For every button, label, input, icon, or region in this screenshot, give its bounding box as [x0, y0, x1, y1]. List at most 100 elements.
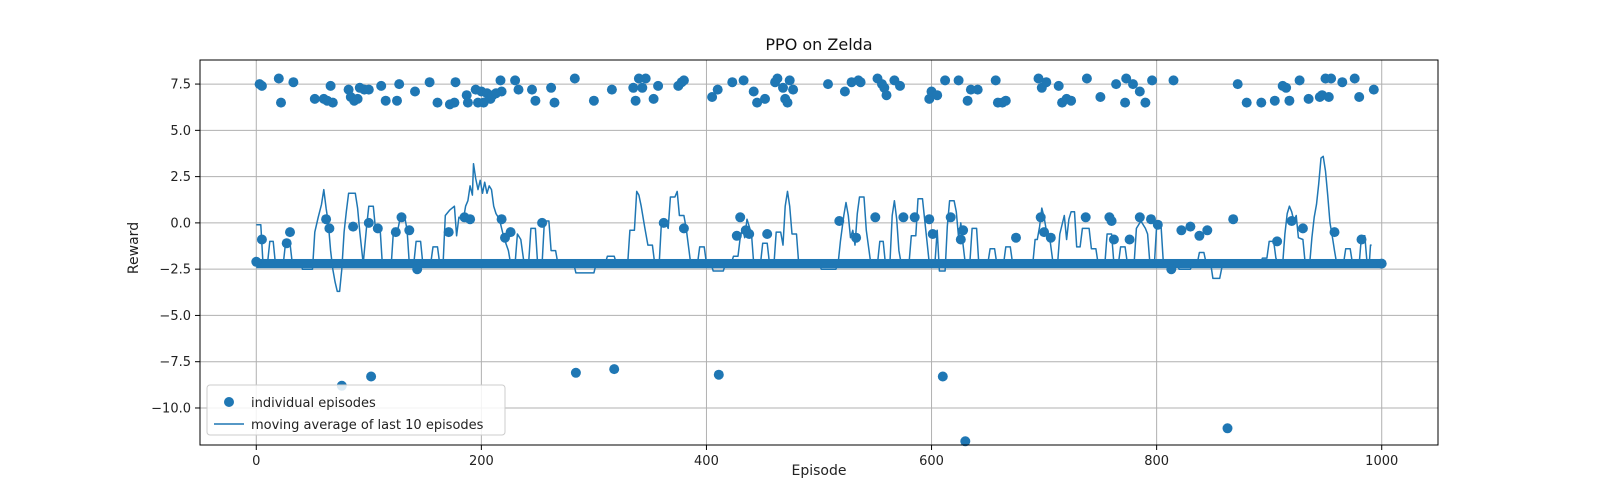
episode-point	[1228, 214, 1239, 225]
episode-point	[1185, 221, 1196, 232]
episode-point	[707, 92, 718, 102]
episode-point	[527, 84, 537, 95]
episode-point	[443, 227, 454, 238]
episode-point	[256, 234, 267, 245]
x-tick-label: 0	[252, 454, 260, 469]
episode-point	[366, 371, 377, 382]
episode-point	[972, 84, 983, 95]
episode-point	[870, 212, 881, 223]
episode-point	[324, 223, 335, 234]
episode-point	[678, 223, 689, 234]
episode-point	[285, 227, 295, 238]
episode-point	[404, 225, 415, 236]
episode-point	[1152, 219, 1163, 230]
episode-point	[1297, 223, 1308, 234]
episode-point	[1128, 79, 1138, 90]
y-tick-label: 2.5	[170, 170, 191, 185]
x-tick-label: 800	[1144, 454, 1169, 469]
x-tick-label: 400	[694, 454, 719, 469]
episode-point	[537, 217, 548, 228]
episode-point	[372, 223, 383, 234]
episode-point	[273, 73, 284, 84]
episode-point	[549, 97, 560, 108]
episode-point	[1011, 232, 1021, 243]
episode-point	[962, 95, 973, 106]
episode-point	[851, 232, 862, 243]
episode-point	[449, 97, 460, 108]
y-tick-label: −10.0	[151, 401, 191, 416]
episode-point	[1222, 423, 1233, 434]
episode-point	[1000, 95, 1011, 106]
episode-point	[782, 97, 793, 108]
episode-point	[932, 90, 943, 101]
y-axis-label: Reward	[126, 222, 142, 274]
episode-point	[505, 227, 516, 238]
episode-point	[510, 75, 521, 86]
episode-point	[1368, 84, 1379, 95]
episode-point	[881, 90, 892, 101]
episode-point	[640, 73, 651, 84]
chart-title: PPO on Zelda	[765, 35, 872, 54]
episode-point	[648, 93, 659, 104]
episode-point	[1256, 97, 1267, 108]
episode-point	[496, 86, 507, 97]
episode-point	[1354, 92, 1365, 102]
episode-point	[376, 80, 387, 91]
episode-point	[855, 77, 866, 88]
episode-point	[744, 229, 755, 239]
episode-point	[712, 84, 723, 95]
episode-point	[731, 230, 742, 241]
episode-point	[1066, 95, 1077, 106]
episode-point	[727, 77, 738, 88]
episode-point	[424, 77, 435, 88]
episode-point	[738, 75, 749, 86]
episode-point	[288, 77, 299, 88]
episode-point	[1120, 97, 1131, 108]
episode-point	[569, 73, 580, 84]
legend-marker-dot-icon	[224, 397, 234, 407]
episode-point	[1356, 234, 1367, 245]
episode-point	[895, 80, 905, 91]
episode-point	[1041, 77, 1052, 88]
individual-episodes-layer	[251, 73, 1387, 447]
episode-point	[1124, 234, 1135, 245]
episode-point	[1108, 234, 1119, 245]
episode-point	[752, 97, 763, 108]
episode-point	[1232, 79, 1243, 90]
episode-point	[927, 229, 938, 239]
episode-point	[495, 75, 506, 86]
episode-point	[412, 264, 423, 275]
episode-point	[628, 82, 639, 93]
episode-point	[658, 217, 669, 228]
episode-point	[1349, 73, 1360, 84]
episode-point	[462, 97, 473, 108]
episode-point	[606, 84, 617, 95]
axis-ticks: 0 200 400 600 800 1000 −10.0 −7.5 −5.0 −2.5 0.0 2.5…	[151, 78, 1398, 469]
plot-frame	[199, 59, 1439, 446]
episode-point	[570, 367, 581, 378]
episode-point	[432, 97, 443, 108]
episode-point	[394, 79, 405, 90]
episode-point	[392, 95, 402, 106]
episode-point	[281, 238, 292, 249]
episode-point	[762, 229, 773, 239]
legend: individual episodes moving average of la…	[206, 384, 506, 436]
episode-point	[990, 75, 1001, 86]
episode-point	[1106, 216, 1117, 226]
episode-point	[348, 221, 359, 232]
episode-point	[1286, 216, 1297, 226]
episode-point	[1176, 225, 1187, 236]
episode-point	[924, 214, 935, 225]
episode-point	[256, 80, 267, 91]
episode-point	[276, 97, 286, 108]
episode-point	[1121, 73, 1132, 84]
episode-point	[713, 369, 724, 380]
episode-point	[937, 371, 948, 382]
episode-point	[1111, 79, 1122, 90]
episode-point	[496, 214, 507, 225]
episode-point	[958, 225, 969, 236]
y-tick-label: 5.0	[170, 124, 191, 139]
episode-point	[1202, 225, 1213, 236]
episode-point	[839, 86, 850, 97]
episode-point	[461, 90, 472, 101]
